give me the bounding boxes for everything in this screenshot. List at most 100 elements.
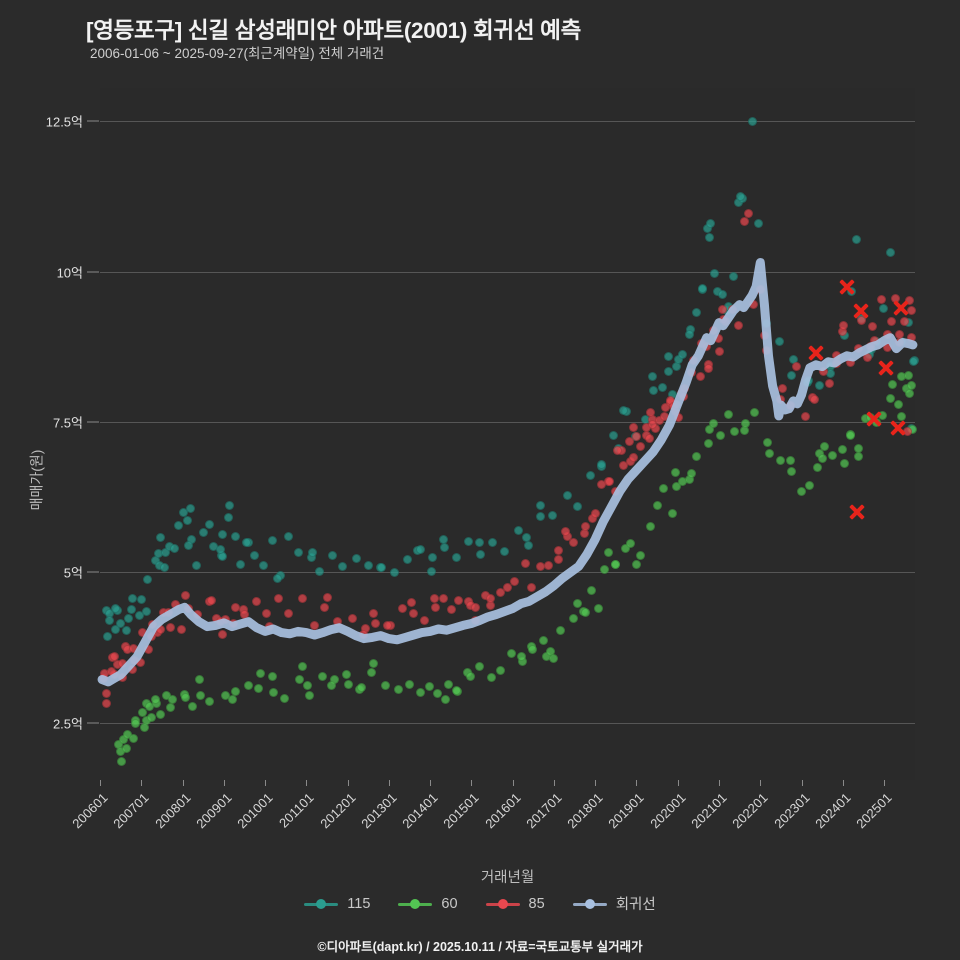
scatter-point (817, 453, 827, 463)
scatter-point (128, 733, 138, 743)
scatter-point (608, 430, 618, 440)
scatter-point (655, 416, 665, 426)
scatter-point (774, 336, 784, 346)
scatter-point (624, 436, 634, 446)
scatter-point (344, 679, 354, 689)
x-tick-mark (347, 780, 349, 786)
scatter-point (851, 234, 861, 244)
scatter-point (825, 378, 835, 388)
scatter-point (438, 593, 448, 603)
scatter-point (451, 686, 461, 696)
gridline (100, 121, 915, 123)
scatter-point (632, 559, 642, 569)
scatter-point (427, 553, 437, 563)
scatter-point (613, 446, 623, 456)
legend-swatch-icon (485, 897, 520, 911)
scatter-point (775, 455, 785, 465)
y-tick-mark (87, 421, 99, 423)
scatter-point (706, 219, 716, 229)
scatter-point (439, 534, 449, 544)
scatter-point (813, 463, 823, 473)
scatter-point (443, 680, 453, 690)
scatter-point (356, 682, 366, 692)
scatter-point (268, 672, 277, 682)
scatter-point (514, 525, 524, 535)
scatter-point (294, 674, 304, 684)
scatter-point (122, 625, 132, 635)
scatter-point (447, 605, 457, 614)
scatter-point (878, 304, 888, 314)
scatter-point (659, 484, 669, 494)
scatter-point (134, 611, 144, 620)
scatter-point (393, 685, 403, 695)
scatter-point (370, 618, 380, 628)
scatter-point (729, 426, 739, 436)
scatter-point (486, 594, 496, 604)
x-tick-mark (677, 780, 679, 786)
scatter-point (303, 681, 313, 691)
scatter-point (710, 269, 720, 279)
scatter-point (663, 366, 673, 376)
scatter-point (687, 468, 697, 478)
scatter-point (853, 452, 863, 462)
scatter-point (619, 406, 629, 416)
scatter-point (528, 645, 538, 654)
scatter-point (886, 247, 896, 257)
scatter-point (635, 442, 645, 452)
scatter-point (673, 354, 683, 364)
y-tick-label: 10억 (56, 265, 83, 281)
scatter-point (131, 719, 141, 729)
scatter-point (102, 688, 112, 698)
scatter-point (398, 604, 408, 614)
scatter-point (786, 455, 796, 465)
scatter-point (787, 466, 797, 476)
scatter-point (568, 614, 578, 624)
scatter-point (309, 620, 319, 630)
scatter-point (267, 535, 277, 545)
legend-item-60[interactable]: 60 (398, 896, 458, 912)
scatter-point (475, 661, 485, 671)
scatter-point (204, 696, 214, 706)
scatter-point (787, 371, 797, 381)
scatter-point (846, 430, 856, 440)
scatter-point (217, 529, 227, 539)
scatter-point (432, 689, 442, 699)
scatter-point (593, 604, 603, 614)
scatter-point (692, 307, 702, 317)
scatter-point (225, 500, 235, 510)
scatter-point (502, 582, 512, 592)
legend-item-85[interactable]: 85 (485, 896, 545, 912)
scatter-point (777, 384, 787, 394)
legend-swatch-icon (304, 897, 339, 911)
scatter-point (544, 561, 553, 571)
page-subtitle: 2006-01-06 ~ 2025-09-27(최근계약일) 전체 거래건 (90, 46, 385, 61)
x-tick-mark (388, 780, 390, 786)
x-tick-mark (842, 780, 844, 786)
scatter-point (367, 667, 376, 677)
scatter-point (740, 217, 750, 227)
legend-item-115[interactable]: 115 (304, 896, 370, 912)
scatter-point (183, 516, 193, 526)
scatter-point (629, 453, 639, 463)
scatter-point (104, 616, 114, 626)
scatter-point (261, 608, 271, 618)
scatter-point (337, 562, 347, 572)
scatter-point (648, 386, 658, 396)
scatter-point (704, 233, 714, 243)
legend-item-회귀선[interactable]: 회귀선 (572, 893, 656, 914)
scatter-point (323, 592, 333, 602)
scatter-point (273, 593, 283, 603)
scatter-point (167, 694, 177, 704)
scatter-point (904, 371, 914, 381)
scatter-point (603, 547, 613, 557)
scatter-point (224, 513, 234, 522)
scatter-point (724, 410, 734, 420)
x-tick-mark (801, 780, 803, 786)
scatter-point (868, 321, 878, 331)
legend-swatch-icon (398, 897, 433, 911)
scatter-point (402, 554, 412, 564)
x-tick-mark (595, 780, 597, 786)
scatter-point (653, 500, 663, 510)
scatter-point (297, 661, 307, 671)
